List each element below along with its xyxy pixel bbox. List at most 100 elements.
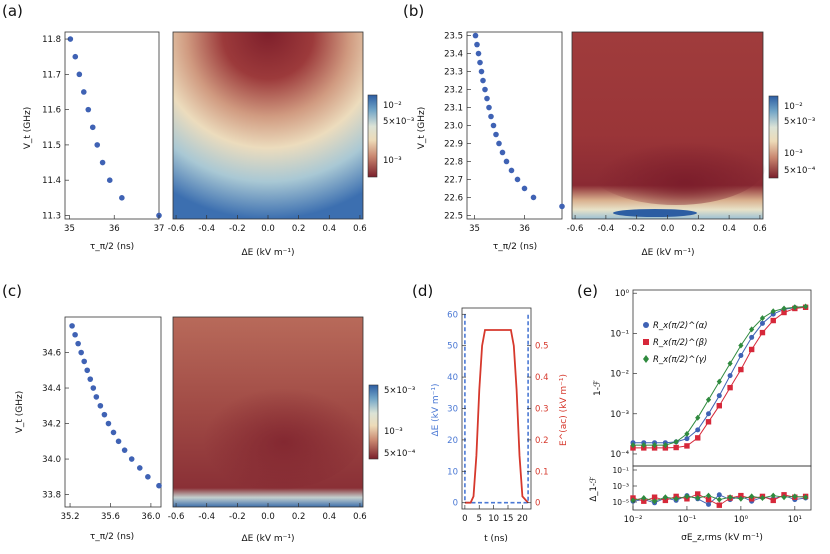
heatmap-axes-b: -0.6 -0.4 -0.2 0.0 0.2 0.4 0.6 xyxy=(567,215,767,234)
x-tick-label: 35.6 xyxy=(101,512,120,522)
scatter-ylabel-b: V_t (GHz) xyxy=(417,107,427,150)
fidelity-point xyxy=(641,442,647,449)
y-tick-label: 23.3 xyxy=(444,68,463,78)
fidelity-lower-point xyxy=(738,495,744,502)
fidelity-lower-point xyxy=(641,498,647,504)
fidelity-lower-point xyxy=(706,501,712,507)
heatmap-axes-c: -0.6 -0.4 -0.2 0.0 0.2 0.4 0.6 xyxy=(168,503,367,522)
legend-marker-alpha xyxy=(643,322,649,328)
scatter-point xyxy=(480,77,486,84)
x-tick-label: 35 xyxy=(469,224,480,234)
scatter-point xyxy=(97,402,104,409)
colorbar-tick-a-0: 10⁻² xyxy=(383,101,402,111)
y-right-tick-label: 0.2 xyxy=(535,436,549,446)
heatmap-x-tick-label: -0.2 xyxy=(229,224,246,234)
scatter-point xyxy=(106,177,113,183)
fidelity-lower-point xyxy=(781,494,787,501)
heatmap-x-tick-label: -0.2 xyxy=(229,512,246,522)
y-tick-label: 23.4 xyxy=(444,50,463,60)
y-left-tick-label: 40 xyxy=(447,373,458,383)
x-tick-label: 37 xyxy=(154,224,165,234)
scatter-point xyxy=(87,376,94,382)
fidelity-point xyxy=(803,303,809,310)
fidelity-lower-point xyxy=(792,493,798,500)
fidelity-point xyxy=(695,435,701,441)
fidelity-lower-point xyxy=(673,495,679,502)
scatter-point xyxy=(121,447,128,453)
fidelity-point xyxy=(770,308,776,315)
scatter-point xyxy=(84,367,91,374)
scatter-points-a xyxy=(67,36,162,219)
y-tick-label: 22.7 xyxy=(444,175,463,185)
fidelity-lower-point xyxy=(651,494,658,500)
y-tick-label: 22.9 xyxy=(444,139,463,149)
panel-label-c: (c) xyxy=(2,282,22,300)
y-tick-label: 23.2 xyxy=(444,86,463,96)
y-tick-label: 10⁻¹ xyxy=(610,329,629,339)
y-left-tick-label: 20 xyxy=(447,436,458,446)
scatter-point xyxy=(474,41,480,48)
pulse-line-e-ac xyxy=(464,329,529,504)
heatmap-x-tick-label: 0.2 xyxy=(292,224,306,234)
fidelity-point xyxy=(684,436,690,442)
scatter-point xyxy=(503,158,510,165)
scatter-point xyxy=(156,482,162,489)
panel-label-a: (a) xyxy=(2,2,23,20)
scatter-point xyxy=(514,176,521,183)
scatter-point xyxy=(89,124,96,131)
y-left-tick-label: 60 xyxy=(447,310,458,320)
scatter-point xyxy=(81,89,87,95)
scatter-axes-a: 11.3 11.4 11.5 11.6 11.7 11.8 35 36 37 xyxy=(42,35,164,234)
colorbar-tick-b-0: 10⁻² xyxy=(784,102,803,112)
fidelity-point xyxy=(706,411,712,417)
scatter-xlabel-a: τ_π/2 (ns) xyxy=(90,242,134,252)
scatter-ylabel-a: V_t (GHz) xyxy=(23,107,33,150)
y-tick-label: 34.6 xyxy=(42,349,61,359)
legend-marker-beta xyxy=(643,339,649,345)
legend-label-alpha: R_x(π/2)^(α) xyxy=(653,321,708,331)
scatter-points-b xyxy=(472,32,565,210)
fidelity-point xyxy=(792,304,798,311)
heatmap-x-tick-label: -0.4 xyxy=(198,224,215,234)
y-left-tick-label: 0 xyxy=(453,499,458,509)
y-right-tick-label: 0 xyxy=(535,499,540,509)
fidelity-lower-point xyxy=(716,492,722,498)
scatter-xlabel-c: τ_π/2 (ns) xyxy=(90,532,134,542)
x-tick-label: 0 xyxy=(462,514,467,524)
heatmap-a xyxy=(172,31,364,220)
y-right-tick-label: 0.3 xyxy=(535,405,549,415)
heatmap-xlabel-a: ΔE (kV m⁻¹) xyxy=(241,248,294,258)
heatmap-x-tick-label: 0.0 xyxy=(261,512,275,522)
scatter-point xyxy=(99,159,106,166)
scatter-point xyxy=(76,71,83,78)
pulse-xlabel-d: t (ns) xyxy=(484,534,508,544)
fidelity-lower-point xyxy=(651,498,658,505)
scatter-point xyxy=(72,53,79,60)
heatmap-xlabel-b: ΔE (kV m⁻¹) xyxy=(641,248,694,258)
legend-e: R_x(π/2)^(α) R_x(π/2)^(β) R_x(π/2)^(γ) xyxy=(643,321,708,365)
x-tick-label: 10¹ xyxy=(788,515,802,525)
fidelity-series-e xyxy=(630,303,809,508)
fidelity-lower-point xyxy=(738,492,744,499)
pulse-ylabel-left-d: ΔE (kV m⁻¹) xyxy=(431,383,441,436)
y-tick-label: 23.0 xyxy=(444,122,463,132)
fidelity-point xyxy=(716,403,723,409)
scatter-point xyxy=(472,32,479,39)
colorbar-tick-c-2: 5×10⁻⁴ xyxy=(384,449,416,459)
scatter-points-c xyxy=(69,323,162,489)
fidelity-point xyxy=(651,442,658,449)
fidelity-point xyxy=(781,305,787,312)
y-tick-label: 10⁻³ xyxy=(610,410,629,420)
legend-marker-gamma xyxy=(643,355,649,363)
x-tick-label: 10⁻² xyxy=(624,515,643,525)
y-right-tick-label: 0.4 xyxy=(535,373,549,383)
x-tick-label: 10⁰ xyxy=(734,515,749,525)
fidelity-lower-point xyxy=(695,495,701,501)
scatter-point xyxy=(105,420,112,427)
colorbar-tick-c-1: 10⁻³ xyxy=(384,427,403,437)
fidelity-point xyxy=(684,443,690,449)
x-tick-label: 35.2 xyxy=(61,512,80,522)
y-tick-label: 34.2 xyxy=(42,420,61,430)
colorbar-tick-b-3: 5×10⁻⁴ xyxy=(784,166,816,176)
fidelity-point xyxy=(738,352,744,358)
